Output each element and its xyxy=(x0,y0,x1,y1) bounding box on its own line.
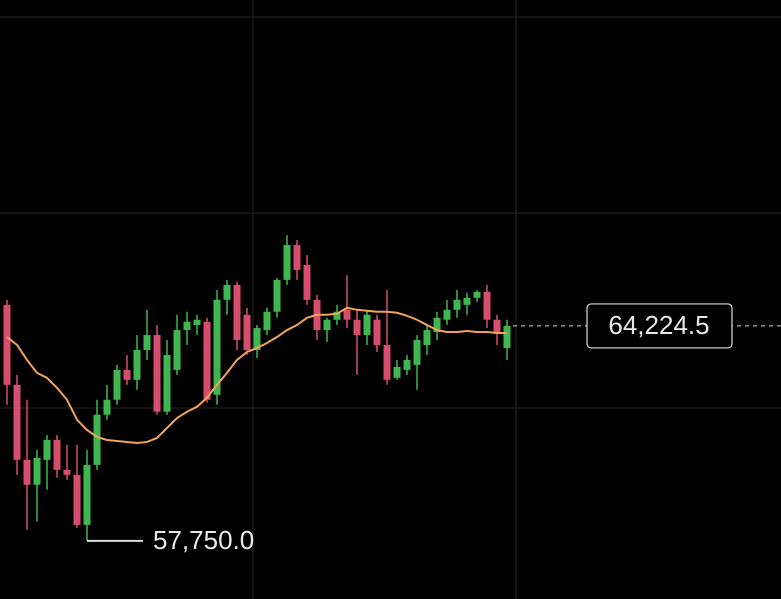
low-price-label: 57,750.0 xyxy=(153,525,254,555)
candle-body xyxy=(463,297,471,305)
candle-body xyxy=(223,284,231,300)
candle-body xyxy=(73,474,81,525)
candle-body xyxy=(493,319,501,333)
candle-body xyxy=(303,264,311,300)
candle-body xyxy=(353,319,361,336)
candle-body xyxy=(3,304,11,385)
candle-body xyxy=(293,245,301,270)
candle-body xyxy=(383,344,391,380)
candle-body xyxy=(473,291,481,298)
candle-body xyxy=(233,284,241,341)
candle-body xyxy=(53,439,61,470)
candle-body xyxy=(83,464,91,525)
candle-body xyxy=(403,359,411,370)
candle-body xyxy=(343,309,351,320)
candle-body xyxy=(93,414,101,465)
candle-body xyxy=(203,321,211,400)
candle-body xyxy=(23,459,31,485)
candle-body xyxy=(153,335,161,412)
candle-body xyxy=(453,299,461,310)
last-price-box xyxy=(586,303,733,349)
candle-body xyxy=(423,330,431,345)
candle-body xyxy=(413,340,421,365)
candle-body xyxy=(133,349,141,380)
candle-body xyxy=(123,369,131,380)
candle-body xyxy=(263,311,271,331)
candle-body xyxy=(323,319,331,331)
candle-body xyxy=(483,291,491,320)
candle-body xyxy=(393,366,401,378)
candle-body xyxy=(253,328,261,350)
candle-body xyxy=(433,317,441,333)
candle-body xyxy=(183,321,191,331)
candle-body xyxy=(503,325,511,348)
candle-body xyxy=(373,319,381,345)
candle-body xyxy=(243,314,251,350)
candle-body xyxy=(43,439,51,460)
candle-body xyxy=(173,330,181,370)
candle-body xyxy=(283,245,291,280)
candle-body xyxy=(213,299,221,395)
moving-average xyxy=(6,306,507,444)
candle-body xyxy=(333,311,341,320)
last-price-label: 64,224.5 xyxy=(608,310,709,340)
candle-body xyxy=(363,314,371,336)
candle-body xyxy=(103,399,111,415)
candle-body xyxy=(63,469,71,475)
candle-body xyxy=(193,319,201,326)
candle-body xyxy=(443,309,451,320)
candle-body xyxy=(13,384,21,460)
candle-body xyxy=(273,279,281,312)
candle-body xyxy=(113,369,121,400)
candle-body xyxy=(163,354,171,412)
candle-body xyxy=(143,335,151,350)
candle-body xyxy=(33,457,41,485)
